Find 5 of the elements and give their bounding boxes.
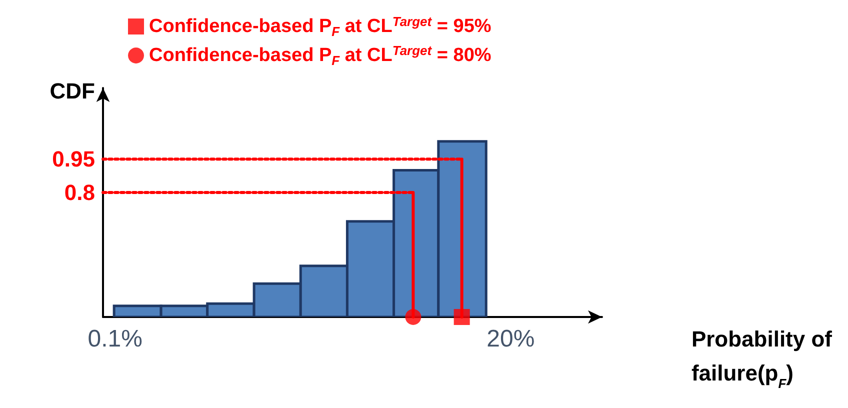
y-tick-label: 0.8 xyxy=(64,180,95,205)
x-tick-label: 20% xyxy=(486,326,535,352)
y-tick-label: 0.95 xyxy=(52,146,95,172)
x-tick-label: 0.1% xyxy=(88,326,142,352)
y-axis-title: CDF xyxy=(50,78,95,104)
